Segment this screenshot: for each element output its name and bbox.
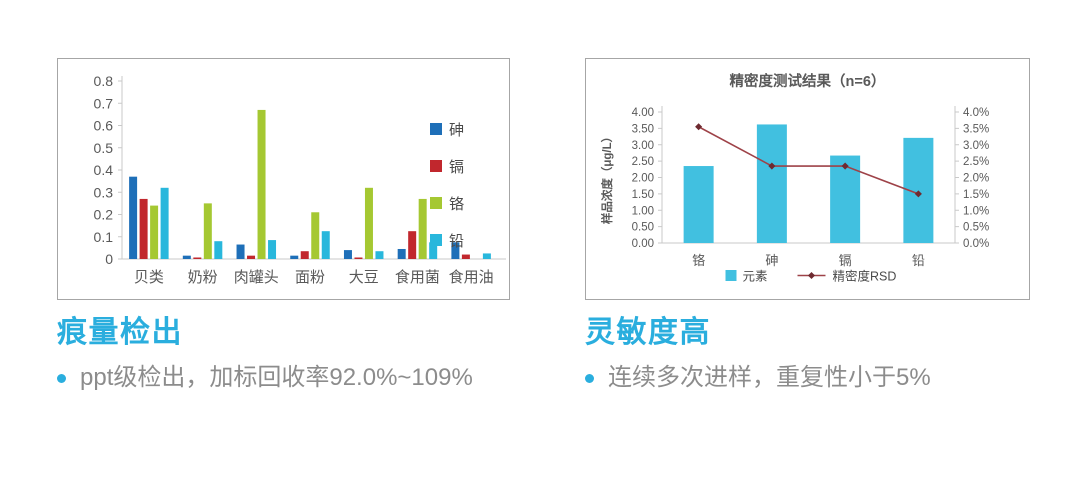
svg-text:3.5%: 3.5% <box>963 123 989 135</box>
svg-text:精密度测试结果（n=6）: 精密度测试结果（n=6） <box>730 72 886 90</box>
sensitivity-heading: 灵敏度高 <box>585 316 711 349</box>
svg-text:0.7: 0.7 <box>94 95 114 111</box>
svg-text:贝类: 贝类 <box>134 269 164 286</box>
svg-text:0.8: 0.8 <box>94 73 114 89</box>
svg-text:铬: 铬 <box>692 253 705 268</box>
svg-text:铅: 铅 <box>449 233 464 250</box>
svg-text:3.50: 3.50 <box>632 123 654 135</box>
bullet-dot-icon <box>57 373 66 383</box>
trace-detection-heading: 痕量检出 <box>57 316 183 349</box>
svg-text:镉: 镉 <box>449 159 464 176</box>
svg-text:0.1: 0.1 <box>94 229 114 245</box>
svg-text:3.0%: 3.0% <box>963 140 989 152</box>
svg-text:3.00: 3.00 <box>632 140 654 152</box>
svg-text:面粉: 面粉 <box>295 269 325 286</box>
svg-text:2.0%: 2.0% <box>963 173 989 185</box>
svg-text:4.00: 4.00 <box>632 107 654 119</box>
svg-text:1.0%: 1.0% <box>963 205 989 217</box>
svg-text:砷: 砷 <box>449 122 464 139</box>
svg-text:镉: 镉 <box>839 253 852 268</box>
svg-text:铬: 铬 <box>449 196 464 213</box>
svg-text:0.0%: 0.0% <box>963 238 989 250</box>
svg-text:食用油: 食用油 <box>449 269 494 286</box>
precision-chart-panel: 精密度测试结果（n=6） 0.00 0.0% 0.50 0.5% 1.00 1.0% 1.50… <box>585 58 1030 300</box>
trace-detection-bullet: ppt级检出，加标回收率92.0%~109% <box>57 363 557 393</box>
svg-text:0: 0 <box>105 251 113 267</box>
svg-text:2.00: 2.00 <box>632 173 654 185</box>
svg-text:元素: 元素 <box>743 270 768 284</box>
svg-text:0.5: 0.5 <box>94 140 114 156</box>
sensitivity-bullet-text: 连续多次进样，重复性小于5% <box>608 363 931 391</box>
svg-text:1.00: 1.00 <box>632 205 654 217</box>
svg-text:0.00: 0.00 <box>632 238 654 250</box>
svg-text:肉罐头: 肉罐头 <box>234 269 279 286</box>
svg-text:砷: 砷 <box>765 253 778 268</box>
svg-text:奶粉: 奶粉 <box>188 269 218 286</box>
svg-text:样品浓度（μg/L）: 样品浓度（μg/L） <box>600 131 614 224</box>
svg-text:0.3: 0.3 <box>94 184 114 200</box>
precision-combo-chart: 精密度测试结果（n=6） 0.00 0.0% 0.50 0.5% 1.00 1.0% 1.50… <box>600 72 989 284</box>
trace-detection-bullet-text: ppt级检出，加标回收率92.0%~109% <box>80 363 473 391</box>
trace-detection-bar-chart: 0 0.1 0.2 0.3 0.4 0.5 0.6 0.7 0.8 贝类 奶粉 肉罐头 面粉 大豆 食用菌食… <box>94 73 506 286</box>
trace-detection-chart-panel: 0 0.1 0.2 0.3 0.4 0.5 0.6 0.7 0.8 贝类 奶粉 肉罐头 面粉 大豆 食用菌食… <box>57 58 510 300</box>
bullet-dot-icon <box>585 373 594 383</box>
svg-text:大豆: 大豆 <box>349 269 379 286</box>
svg-text:0.4: 0.4 <box>94 162 114 178</box>
svg-text:2.50: 2.50 <box>632 156 654 168</box>
sensitivity-caption: 灵敏度高 连续多次进样，重复性小于5% <box>585 316 1080 393</box>
svg-text:食用菌: 食用菌 <box>395 269 440 286</box>
svg-text:4.0%: 4.0% <box>963 107 989 119</box>
svg-text:0.50: 0.50 <box>632 222 654 234</box>
svg-text:0.5%: 0.5% <box>963 222 989 234</box>
trace-detection-caption: 痕量检出 ppt级检出，加标回收率92.0%~109% <box>57 316 557 393</box>
svg-text:铅: 铅 <box>912 253 925 268</box>
svg-text:1.5%: 1.5% <box>963 189 989 201</box>
svg-text:0.2: 0.2 <box>94 207 114 223</box>
svg-text:1.50: 1.50 <box>632 189 654 201</box>
svg-text:2.5%: 2.5% <box>963 156 989 168</box>
svg-text:0.6: 0.6 <box>94 118 114 134</box>
svg-text:精密度RSD: 精密度RSD <box>833 269 897 284</box>
sensitivity-bullet: 连续多次进样，重复性小于5% <box>585 363 1080 393</box>
